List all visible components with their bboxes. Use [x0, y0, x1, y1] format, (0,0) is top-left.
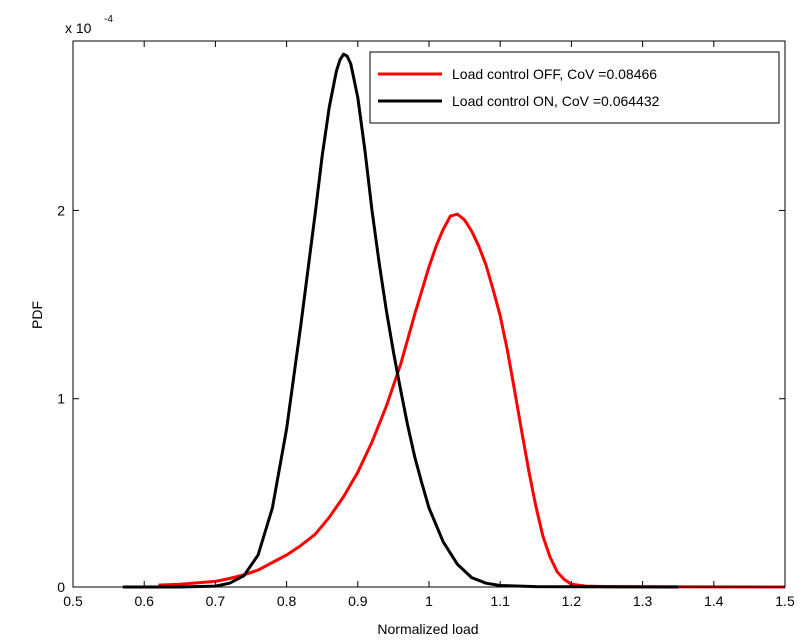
x-tick-label: 0.5	[63, 593, 83, 609]
x-tick-label: 1.2	[562, 593, 582, 609]
series-line-1	[122, 52, 679, 589]
y-tick-label: 2	[57, 202, 65, 218]
y-tick-label: 1	[57, 391, 65, 407]
plot-area	[73, 41, 785, 587]
x-tick-label: 0.9	[348, 593, 368, 609]
x-tick-label: 0.7	[206, 593, 226, 609]
y-multiplier-base: x 10	[65, 20, 92, 36]
legend-label-0: Load control OFF, CoV =0.08466	[452, 66, 657, 82]
x-tick-label: 1.3	[633, 593, 653, 609]
y-tick-label: 0	[57, 579, 65, 595]
y-multiplier-exponent: -4	[104, 14, 113, 25]
legend-label-1: Load control ON, CoV =0.064432	[452, 93, 660, 109]
x-tick-label: 1.4	[704, 593, 724, 609]
series-line-0	[158, 212, 786, 589]
x-tick-label: 1.1	[490, 593, 510, 609]
x-tick-label: 0.8	[277, 593, 297, 609]
x-tick-label: 1	[425, 593, 433, 609]
y-axis-label: PDF	[29, 301, 45, 329]
x-tick-label: 1.5	[775, 593, 795, 609]
legend-box	[369, 51, 780, 124]
x-axis-label: Normalized load	[377, 621, 478, 637]
x-tick-label: 0.6	[134, 593, 154, 609]
